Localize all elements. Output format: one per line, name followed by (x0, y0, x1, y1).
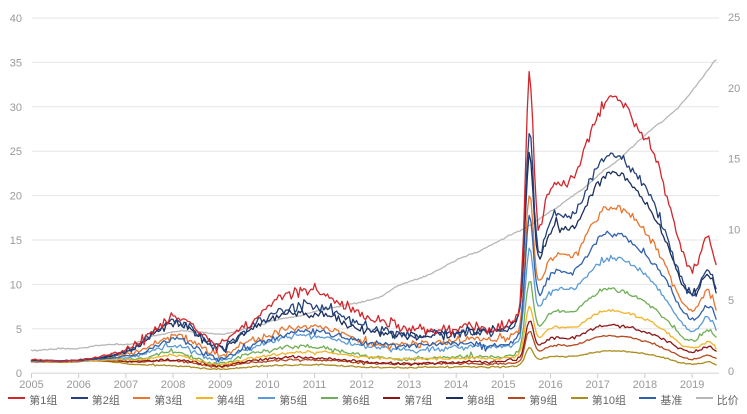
svg-text:2009: 2009 (208, 379, 232, 391)
svg-text:2010: 2010 (255, 379, 279, 391)
svg-text:2011: 2011 (303, 379, 327, 391)
svg-text:15: 15 (10, 235, 22, 247)
svg-text:20: 20 (728, 83, 740, 95)
svg-text:2006: 2006 (66, 379, 90, 391)
svg-text:2014: 2014 (444, 379, 468, 391)
svg-text:2013: 2013 (397, 379, 421, 391)
svg-text:10: 10 (728, 225, 740, 237)
svg-text:2012: 2012 (350, 379, 374, 391)
svg-text:2019: 2019 (680, 379, 704, 391)
svg-text:5: 5 (16, 324, 22, 336)
svg-text:30: 30 (10, 102, 22, 114)
svg-text:0: 0 (728, 366, 734, 378)
svg-text:2018: 2018 (633, 379, 657, 391)
svg-text:35: 35 (10, 57, 22, 69)
svg-text:40: 40 (10, 13, 22, 25)
svg-text:5: 5 (728, 295, 734, 307)
svg-text:15: 15 (728, 154, 740, 166)
svg-text:25: 25 (728, 12, 740, 24)
svg-text:2008: 2008 (161, 379, 185, 391)
svg-text:2016: 2016 (538, 379, 562, 391)
svg-text:10: 10 (10, 279, 22, 291)
svg-text:20: 20 (10, 191, 22, 203)
svg-text:2015: 2015 (491, 379, 515, 391)
svg-text:2005: 2005 (19, 379, 43, 391)
svg-text:2007: 2007 (114, 379, 138, 391)
svg-text:2017: 2017 (585, 379, 609, 391)
svg-text:25: 25 (10, 146, 22, 158)
